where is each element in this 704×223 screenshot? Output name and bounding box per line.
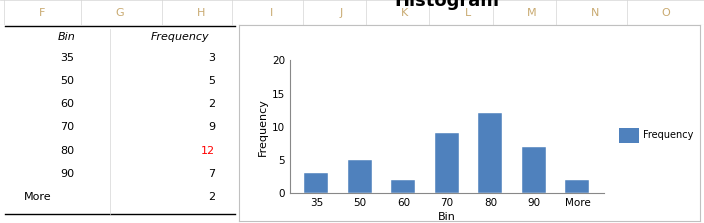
Bar bbox=[391, 180, 415, 193]
Bar bbox=[435, 133, 459, 193]
Text: J: J bbox=[340, 8, 343, 17]
Text: K: K bbox=[401, 8, 408, 17]
Text: I: I bbox=[270, 8, 272, 17]
Text: Bin: Bin bbox=[58, 32, 76, 42]
Text: 90: 90 bbox=[60, 169, 74, 179]
Bar bbox=[479, 114, 503, 193]
Text: Frequency: Frequency bbox=[643, 130, 693, 140]
Text: 3: 3 bbox=[208, 53, 215, 63]
X-axis label: Bin: Bin bbox=[438, 212, 455, 222]
Text: H: H bbox=[196, 8, 205, 17]
Text: 2: 2 bbox=[208, 192, 215, 202]
Text: More: More bbox=[24, 192, 51, 202]
Text: Frequency: Frequency bbox=[150, 32, 209, 42]
Text: L: L bbox=[465, 8, 471, 17]
Text: N: N bbox=[591, 8, 599, 17]
Text: 2: 2 bbox=[208, 99, 215, 109]
Text: 7: 7 bbox=[208, 169, 215, 179]
Bar bbox=[304, 173, 328, 193]
Text: 70: 70 bbox=[60, 122, 74, 132]
Y-axis label: Frequency: Frequency bbox=[258, 98, 268, 156]
Text: 5: 5 bbox=[208, 76, 215, 86]
Bar bbox=[348, 160, 372, 193]
Text: 80: 80 bbox=[60, 146, 74, 156]
Bar bbox=[565, 180, 589, 193]
Text: 35: 35 bbox=[60, 53, 74, 63]
FancyBboxPatch shape bbox=[619, 128, 639, 143]
Bar bbox=[522, 147, 546, 193]
Text: 9: 9 bbox=[208, 122, 215, 132]
Text: 12: 12 bbox=[201, 146, 215, 156]
Text: F: F bbox=[39, 8, 46, 17]
Text: G: G bbox=[115, 8, 124, 17]
Title: Histogram: Histogram bbox=[394, 0, 499, 10]
Text: 60: 60 bbox=[60, 99, 74, 109]
Text: O: O bbox=[661, 8, 670, 17]
Text: M: M bbox=[527, 8, 536, 17]
Text: 50: 50 bbox=[60, 76, 74, 86]
